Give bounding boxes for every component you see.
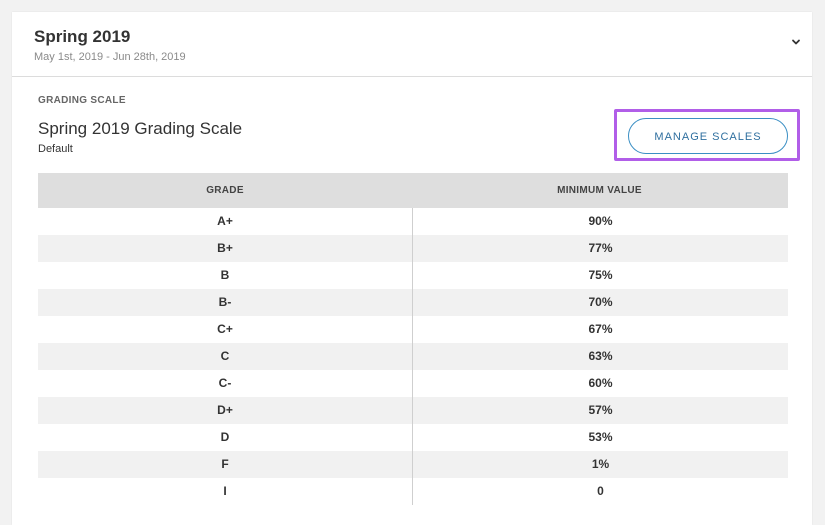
minimum-value-cell: 1% [591, 457, 610, 471]
minimum-value-cell: 63% [588, 349, 613, 363]
term-title: Spring 2019 [34, 27, 131, 46]
column-header-grade: GRADE [206, 185, 244, 196]
table-row: C+ 67% [38, 316, 788, 343]
highlight-box [614, 109, 800, 161]
grade-cell: D+ [38, 397, 413, 424]
grade-cell: B- [38, 289, 413, 316]
table-header: GRADE MINIMUM VALUE [38, 173, 788, 208]
table-body: A+ 90% B+ 77% B 75% B- 70% C+ 67% C 63% C- 60% D+ 57% D 5… [38, 208, 788, 505]
minimum-value-cell: 60% [588, 376, 613, 390]
section-label: GRADING SCALE [38, 95, 126, 106]
grade-cell: I [38, 478, 413, 505]
minimum-value-cell: 77% [588, 241, 613, 255]
grade-cell: C+ [38, 316, 413, 343]
grade-cell: C- [38, 370, 413, 397]
term-card: Spring 2019 May 1st, 2019 - Jun 28th, 20… [12, 12, 812, 525]
term-dates: May 1st, 2019 - Jun 28th, 2019 [34, 51, 186, 63]
grade-cell: B+ [38, 235, 413, 262]
table-row: B- 70% [38, 289, 788, 316]
table-row: B 75% [38, 262, 788, 289]
grade-cell: A+ [38, 208, 413, 235]
minimum-value-cell: 70% [588, 295, 613, 309]
scale-subtitle: Default [38, 143, 73, 155]
manage-scales-button[interactable]: MANAGE SCALES [628, 118, 788, 154]
minimum-value-cell: 53% [588, 430, 613, 444]
table-row: C- 60% [38, 370, 788, 397]
grade-cell: F [38, 451, 413, 478]
chevron-down-icon[interactable] [788, 34, 804, 50]
table-row: D 53% [38, 424, 788, 451]
scale-name: Spring 2019 Grading Scale [38, 119, 243, 138]
minimum-value-cell: 67% [588, 322, 613, 336]
table-row: F 1% [38, 451, 788, 478]
table-row: B+ 77% [38, 235, 788, 262]
term-header[interactable]: Spring 2019 May 1st, 2019 - Jun 28th, 20… [12, 12, 812, 77]
minimum-value-cell: 0 [597, 484, 604, 498]
table-row: D+ 57% [38, 397, 788, 424]
column-header-minimum-value: MINIMUM VALUE [557, 185, 642, 196]
grade-cell: C [38, 343, 413, 370]
minimum-value-cell: 75% [588, 268, 613, 282]
grade-cell: D [38, 424, 413, 451]
grade-cell: B [38, 262, 413, 289]
minimum-value-cell: 90% [588, 214, 613, 228]
grading-table: GRADE MINIMUM VALUE A+ 90% B+ 77% B 75% B- 70% C… [38, 173, 788, 505]
minimum-value-cell: 57% [588, 403, 613, 417]
table-row: A+ 90% [38, 208, 788, 235]
table-row: C 63% [38, 343, 788, 370]
